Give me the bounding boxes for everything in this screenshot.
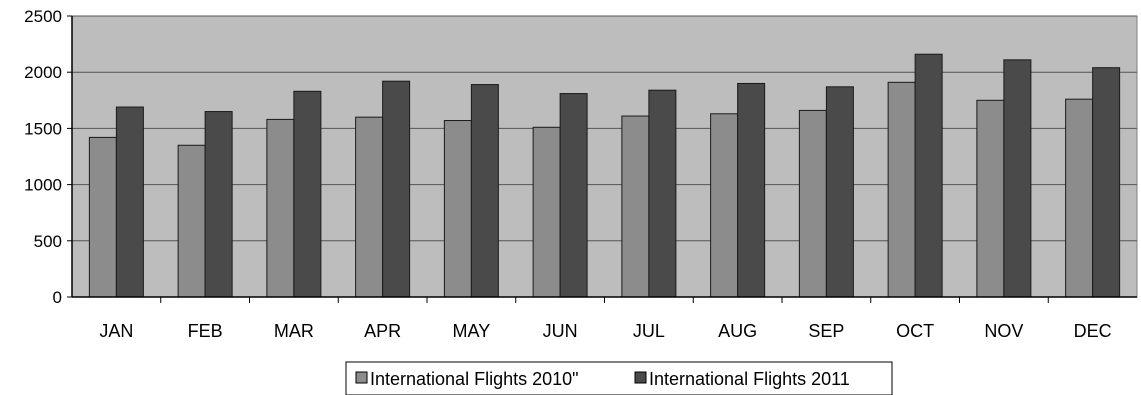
bar-may-2011 xyxy=(470,84,499,298)
x-tick-label: MAY xyxy=(453,321,491,341)
x-tick-label: OCT xyxy=(896,321,934,341)
bar-dec-2010 xyxy=(1065,98,1094,298)
bar-sep-2011 xyxy=(825,86,854,298)
y-tick-label: 1000 xyxy=(24,176,62,195)
bar-aug-2011 xyxy=(737,82,766,298)
bar-apr-2010 xyxy=(355,116,384,298)
y-tick-label: 2500 xyxy=(24,7,62,26)
x-tick-label: JUL xyxy=(633,321,665,341)
bar-apr-2011 xyxy=(382,80,411,298)
bar-mar-2011 xyxy=(293,90,322,298)
bar-sep-2010 xyxy=(798,109,827,298)
y-tick-label: 0 xyxy=(53,288,62,307)
bar-jul-2010 xyxy=(621,115,650,298)
x-tick-label: MAR xyxy=(274,321,314,341)
bar-dec-2011 xyxy=(1092,67,1121,298)
bar-jan-2010 xyxy=(88,136,117,298)
legend: International Flights 2010" Internationa… xyxy=(345,361,893,395)
x-tick-label: SEP xyxy=(808,321,844,341)
x-axis-ticks: JAN FEB MAR APR MAY JUN JUL AUG SEP OCT NOV DEC xyxy=(99,297,1112,341)
x-tick-label: JAN xyxy=(99,321,133,341)
bar-oct-2010 xyxy=(887,81,916,298)
plot-area xyxy=(71,15,1138,298)
y-tick-label: 500 xyxy=(34,232,62,251)
y-tick-label: 2000 xyxy=(24,63,62,82)
x-tick-label: DEC xyxy=(1074,321,1112,341)
y-axis-ticks: 0 500 1000 1500 2000 2500 xyxy=(24,7,72,307)
x-tick-label: FEB xyxy=(188,321,223,341)
y-tick-label: 1500 xyxy=(24,119,62,138)
x-tick-label: NOV xyxy=(984,321,1023,341)
bars xyxy=(88,53,1121,298)
x-tick-label: APR xyxy=(364,321,401,341)
legend-label-2011: International Flights 2011 xyxy=(649,369,850,389)
bar-jul-2011 xyxy=(648,89,677,298)
bar-mar-2010 xyxy=(266,118,295,298)
legend-label-2010: International Flights 2010" xyxy=(370,369,579,389)
bar-nov-2011 xyxy=(1003,59,1032,298)
bar-feb-2011 xyxy=(204,111,233,298)
bar-jun-2010 xyxy=(532,126,561,298)
bar-nov-2010 xyxy=(976,99,1005,298)
bar-oct-2011 xyxy=(914,53,943,298)
legend-swatch-2011 xyxy=(634,371,647,384)
bar-aug-2010 xyxy=(710,113,739,298)
bar-feb-2010 xyxy=(177,144,206,298)
x-tick-label: JUN xyxy=(543,321,578,341)
legend-box xyxy=(345,361,893,395)
gridlines xyxy=(72,15,1137,242)
bar-jun-2011 xyxy=(559,93,588,298)
bar-may-2010 xyxy=(443,120,472,298)
legend-swatch-2010 xyxy=(355,371,368,384)
bar-jan-2011 xyxy=(115,106,144,298)
x-tick-label: AUG xyxy=(718,321,757,341)
